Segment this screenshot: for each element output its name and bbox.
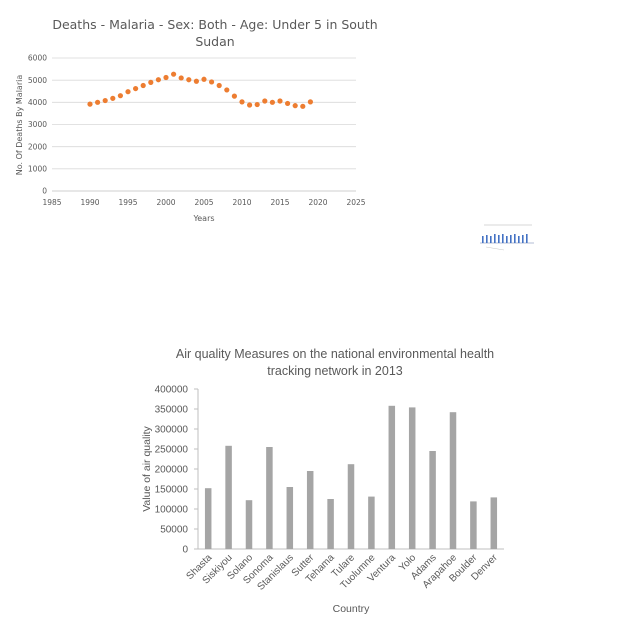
x-tick-label: 2010	[232, 198, 251, 207]
data-point	[125, 89, 131, 95]
bar	[225, 445, 232, 549]
data-point	[201, 76, 207, 82]
x-tick-label: 1985	[42, 198, 61, 207]
bar	[449, 412, 457, 549]
bar	[470, 501, 477, 549]
data-point	[269, 99, 275, 105]
bar	[286, 487, 294, 549]
malaria-deaths-chart: Deaths - Malaria - Sex: Both - Age: Unde…	[15, 17, 378, 223]
y-tick-label: 5000	[28, 76, 47, 85]
y-tick-label: 2000	[28, 142, 47, 151]
y-tick-label: 0	[42, 187, 47, 196]
data-point	[117, 93, 123, 99]
y-tick-labels: 0 50000 100000 150000 200000 250000 300000 3500…	[155, 385, 189, 556]
bar	[347, 464, 355, 549]
bar	[204, 488, 212, 549]
bar	[327, 499, 334, 549]
y-tick-label: 3000	[28, 120, 47, 129]
y-tick-label: 0	[182, 545, 188, 556]
x-tick-label: 2000	[156, 198, 175, 207]
data-point	[285, 100, 291, 107]
data-point	[140, 82, 146, 89]
data-point	[292, 103, 298, 109]
data-point	[307, 99, 313, 105]
data-point	[300, 103, 306, 109]
x-tick-label: 2025	[346, 198, 365, 207]
bar	[429, 451, 436, 549]
y-tick-label: 350000	[155, 405, 189, 416]
data-point	[216, 82, 222, 89]
data-point	[193, 78, 199, 84]
chart-title-line-1: Air quality Measures on the national env…	[176, 347, 494, 361]
y-tick-label: 250000	[155, 445, 189, 456]
bar	[306, 471, 314, 549]
bar	[388, 405, 396, 549]
y-axis-label: Value of air quality	[141, 425, 153, 511]
x-axis-label: Years	[192, 214, 214, 223]
x-tick-label: 2005	[194, 198, 213, 207]
x-tick-label: 2015	[270, 198, 289, 207]
data-point	[155, 77, 161, 83]
y-tick-label: 1000	[28, 165, 47, 174]
chart-title-line-2: tracking network in 2013	[267, 364, 403, 378]
data-point	[239, 99, 245, 105]
data-point	[163, 74, 169, 81]
y-tick-label: 4000	[28, 98, 47, 107]
data-point	[209, 79, 215, 85]
bar	[245, 500, 253, 549]
data-point	[277, 98, 283, 104]
bar	[266, 447, 273, 549]
data-point	[262, 98, 268, 104]
y-tick-labels: 0 1000 2000 3000 4000 5000 6000	[28, 54, 47, 196]
data-point	[171, 71, 177, 77]
y-tick-label: 50000	[160, 525, 188, 536]
data-point	[148, 79, 154, 85]
chart-title-line-2: Sudan	[195, 34, 234, 49]
x-tick-labels: ShastaSiskiyouSolanoSonomaStanislausSutt…	[185, 552, 501, 593]
chart-title-line-1: Deaths - Malaria - Sex: Both - Age: Unde…	[52, 17, 377, 32]
x-tick-label: 1990	[80, 198, 99, 207]
bar	[490, 497, 498, 549]
data-point	[87, 101, 93, 107]
y-tick-label: 6000	[28, 54, 47, 63]
y-axis-label: No. Of Deaths By Malaria	[15, 75, 24, 176]
air-quality-chart: Air quality Measures on the national env…	[141, 347, 504, 615]
data-point	[178, 75, 184, 81]
data-point	[247, 102, 253, 108]
chart-thumbnail-icon	[478, 222, 538, 252]
y-tick-label: 100000	[155, 505, 189, 516]
bars	[204, 405, 498, 549]
x-tick-label: 2020	[308, 198, 327, 207]
y-tick-label: 150000	[155, 485, 189, 496]
y-tick-label: 300000	[155, 425, 189, 436]
y-tick-label: 200000	[155, 465, 189, 476]
bar	[408, 407, 416, 549]
data-point	[102, 97, 108, 104]
bar	[368, 496, 375, 549]
data-point	[95, 99, 101, 105]
x-tick-label: 1995	[118, 198, 137, 207]
data-point	[110, 95, 116, 101]
y-tick-label: 400000	[155, 385, 189, 396]
data-point	[254, 101, 260, 108]
x-axis-label: Country	[333, 603, 371, 615]
x-tick-labels: 1985 1990 1995 2000 2005 2010 2015 2020 2025	[42, 198, 365, 207]
data-point	[224, 87, 230, 93]
data-point	[231, 93, 237, 99]
data-point	[186, 77, 192, 83]
data-point	[133, 85, 139, 92]
data-points	[87, 71, 313, 109]
